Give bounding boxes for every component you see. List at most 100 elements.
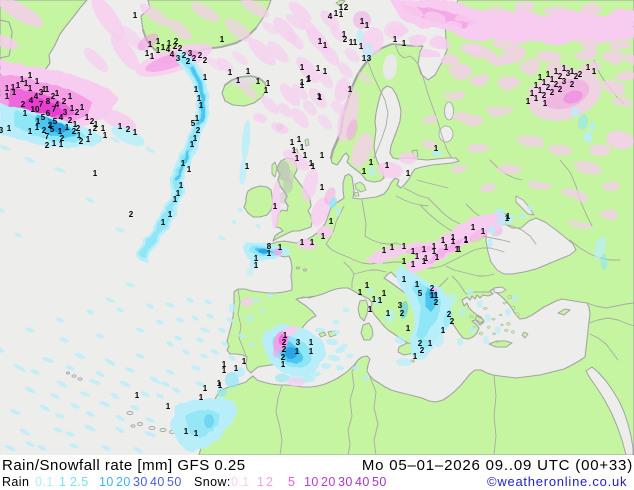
svg-text:1: 1 <box>218 381 223 390</box>
svg-text:1: 1 <box>481 227 486 236</box>
svg-text:1: 1 <box>184 427 189 436</box>
svg-text:1: 1 <box>101 124 106 133</box>
svg-text:1: 1 <box>5 84 10 93</box>
svg-text:1: 1 <box>70 104 75 113</box>
svg-text:1: 1 <box>203 73 208 82</box>
svg-text:2: 2 <box>420 346 425 355</box>
svg-text:1: 1 <box>254 261 259 270</box>
svg-text:1: 1 <box>156 46 161 55</box>
svg-text:1: 1 <box>194 85 199 94</box>
svg-text:1: 1 <box>45 85 50 94</box>
svg-text:1: 1 <box>534 81 539 90</box>
svg-text:10: 10 <box>99 475 114 489</box>
svg-text:1: 1 <box>58 127 63 136</box>
svg-text:1: 1 <box>362 167 367 176</box>
svg-text:1: 1 <box>292 146 297 155</box>
svg-text:1: 1 <box>295 347 300 356</box>
svg-text:1: 1 <box>339 10 344 19</box>
svg-text:1: 1 <box>306 75 311 84</box>
svg-text:1: 1 <box>173 195 178 204</box>
svg-text:1: 1 <box>424 254 429 263</box>
svg-text:1: 1 <box>562 64 567 73</box>
svg-text:1: 1 <box>318 37 323 46</box>
svg-text:1: 1 <box>264 86 269 95</box>
svg-text:8: 8 <box>267 242 272 251</box>
svg-text:1: 1 <box>316 64 321 73</box>
svg-text:1: 1 <box>451 237 456 246</box>
svg-text:4: 4 <box>55 100 60 109</box>
svg-text:2: 2 <box>578 70 583 79</box>
svg-text:1: 1 <box>570 67 575 76</box>
svg-text:1: 1 <box>156 37 161 46</box>
svg-text:2.5: 2.5 <box>70 475 89 489</box>
svg-text:1: 1 <box>353 38 358 47</box>
svg-text:1: 1 <box>35 77 40 86</box>
svg-text:2: 2 <box>344 3 349 12</box>
svg-text:1: 1 <box>24 79 29 88</box>
svg-text:1: 1 <box>118 122 123 131</box>
svg-text:1: 1 <box>323 41 328 50</box>
svg-text:1: 1 <box>222 360 227 369</box>
svg-text:1: 1 <box>413 352 418 361</box>
svg-text:2: 2 <box>570 80 575 89</box>
svg-text:1: 1 <box>295 154 300 163</box>
svg-text:1: 1 <box>309 347 314 356</box>
svg-text:1: 1 <box>148 40 153 49</box>
svg-text:1: 1 <box>16 81 21 90</box>
svg-text:4: 4 <box>34 92 39 101</box>
svg-text:8: 8 <box>46 97 51 106</box>
svg-text:1: 1 <box>534 94 539 103</box>
svg-text:5: 5 <box>53 117 58 126</box>
svg-text:1: 1 <box>365 21 370 30</box>
svg-text:2: 2 <box>182 51 187 60</box>
svg-text:4: 4 <box>170 50 175 59</box>
svg-text:7: 7 <box>52 105 57 114</box>
svg-text:5: 5 <box>191 119 196 128</box>
svg-text:1: 1 <box>386 309 391 318</box>
svg-text:1: 1 <box>415 280 420 289</box>
svg-text:1: 1 <box>257 475 264 489</box>
svg-text:1: 1 <box>506 212 511 221</box>
svg-text:1: 1 <box>55 89 60 98</box>
svg-text:1: 1 <box>190 140 195 149</box>
svg-text:1: 1 <box>236 76 241 85</box>
svg-text:1: 1 <box>435 253 440 262</box>
svg-text:1: 1 <box>59 140 64 149</box>
svg-text:2: 2 <box>93 124 98 133</box>
svg-text:1: 1 <box>73 120 78 129</box>
svg-text:1: 1 <box>181 159 186 168</box>
svg-text:1: 1 <box>28 71 33 80</box>
svg-text:2: 2 <box>129 210 134 219</box>
svg-text:1: 1 <box>309 159 314 168</box>
svg-text:10: 10 <box>31 105 40 114</box>
svg-text:2: 2 <box>343 35 348 44</box>
svg-text:1: 1 <box>318 93 323 102</box>
svg-text:1: 1 <box>360 17 365 26</box>
svg-text:1: 1 <box>464 236 469 245</box>
svg-text:1: 1 <box>199 393 204 402</box>
svg-text:2: 2 <box>192 54 197 63</box>
svg-text:2: 2 <box>60 134 65 143</box>
svg-text:1: 1 <box>103 131 108 140</box>
svg-text:1: 1 <box>133 128 138 137</box>
svg-text:3: 3 <box>188 49 193 58</box>
svg-text:1: 1 <box>88 128 93 137</box>
svg-text:1: 1 <box>300 63 305 72</box>
svg-text:2: 2 <box>430 284 435 293</box>
svg-text:0.1: 0.1 <box>35 475 54 489</box>
svg-text:1: 1 <box>303 151 308 160</box>
svg-text:1: 1 <box>554 67 559 76</box>
svg-text:1: 1 <box>321 232 326 241</box>
svg-text:5: 5 <box>50 125 55 134</box>
svg-text:2: 2 <box>574 72 579 81</box>
svg-text:1: 1 <box>382 289 387 298</box>
svg-text:1: 1 <box>441 236 446 245</box>
svg-text:1: 1 <box>52 139 57 148</box>
svg-text:40: 40 <box>150 475 165 489</box>
svg-text:2: 2 <box>554 80 559 89</box>
svg-text:1: 1 <box>234 364 239 373</box>
svg-text:1: 1 <box>254 254 259 263</box>
svg-text:1: 1 <box>150 52 155 61</box>
svg-text:50: 50 <box>167 475 182 489</box>
svg-text:1: 1 <box>411 247 416 256</box>
